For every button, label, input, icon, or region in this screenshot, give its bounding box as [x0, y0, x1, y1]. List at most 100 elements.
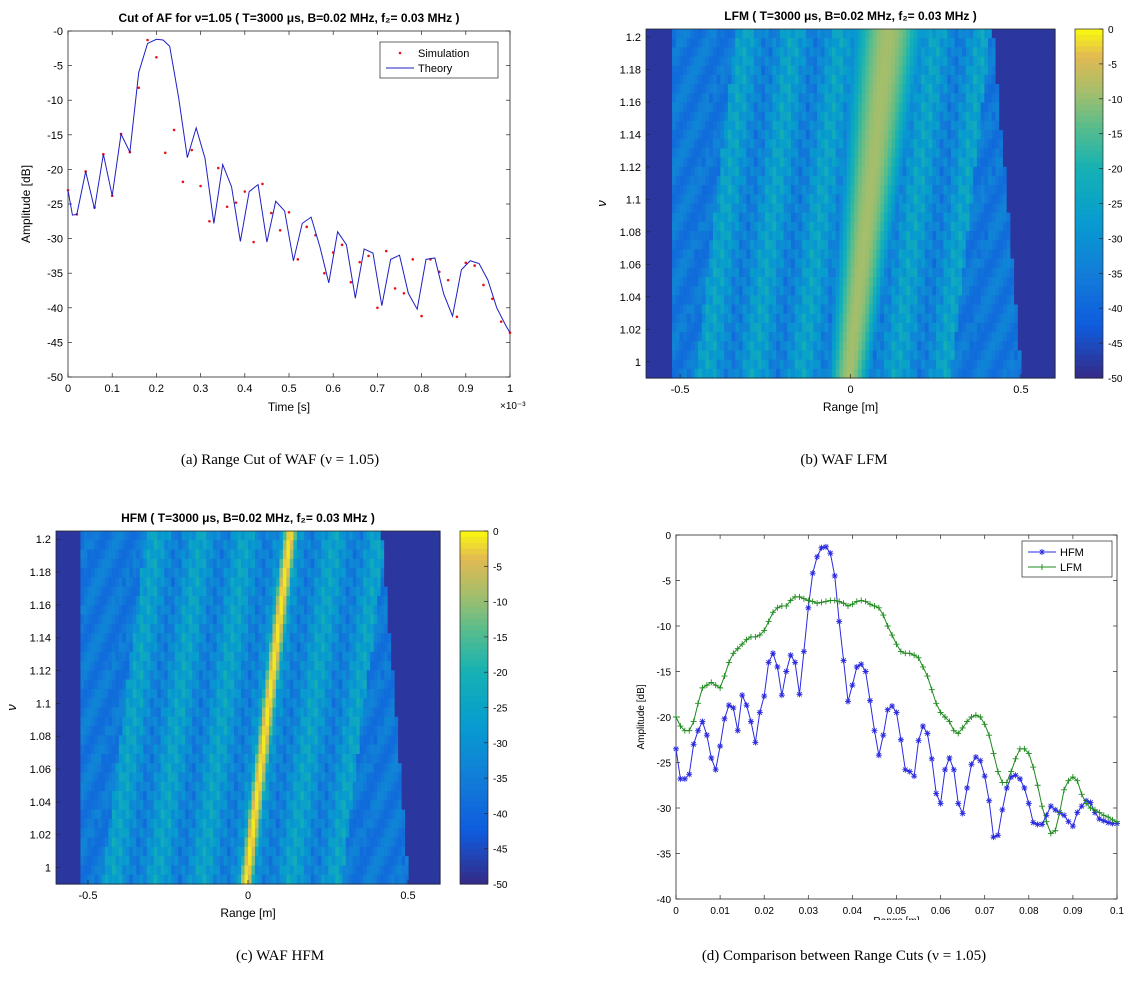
heatmap-cell — [999, 74, 1004, 85]
heatmap-cell — [924, 240, 930, 251]
heatmap-cell — [988, 341, 993, 352]
heatmap-cell — [839, 295, 844, 306]
heatmap-cell — [772, 221, 777, 232]
heatmap-cell — [1043, 313, 1049, 324]
heatmap-cell — [909, 120, 915, 131]
heatmap-cell — [895, 276, 900, 287]
heatmap-cell — [649, 249, 655, 260]
heatmap-cell — [705, 84, 710, 94]
heatmap-cell — [939, 47, 945, 58]
heatmap-cell — [686, 359, 692, 370]
heatmap-cell — [861, 313, 866, 324]
heatmap-cell — [764, 231, 770, 241]
heatmap-cell — [880, 157, 885, 168]
heatmap-cell — [809, 74, 814, 85]
heatmap-cell — [738, 240, 744, 251]
heatmap-cell — [902, 47, 907, 58]
heatmap-cell — [757, 185, 762, 195]
heatmap-cell — [265, 531, 270, 541]
heatmap-cell — [649, 221, 655, 232]
heatmap-cell — [969, 47, 974, 58]
heatmap-cell — [965, 240, 971, 251]
heatmap-cell — [174, 531, 179, 541]
heatmap-cell — [906, 313, 911, 324]
heatmap-cell — [805, 212, 811, 223]
heatmap-cell — [831, 47, 837, 58]
heatmap-cell — [87, 568, 92, 579]
heatmap-cell — [850, 102, 855, 113]
heatmap-cell — [939, 166, 945, 177]
heatmap-cell — [657, 322, 662, 333]
heatmap-cell — [1040, 84, 1045, 94]
heatmap-cell — [125, 549, 130, 560]
heatmap-cell — [709, 249, 714, 260]
heatmap-cell — [1040, 194, 1045, 205]
heatmap-cell — [679, 65, 684, 76]
heatmap-cell — [976, 157, 982, 168]
heatmap-cell — [995, 65, 1000, 76]
heatmap-cell — [839, 304, 844, 315]
heatmap-cell — [820, 175, 826, 186]
heatmap-cell — [876, 203, 881, 214]
heatmap-cell — [988, 249, 993, 260]
heatmap-cell — [976, 258, 982, 269]
heatmap-cell — [999, 38, 1004, 48]
heatmap-cell — [724, 102, 729, 113]
heatmap-cell — [686, 231, 692, 241]
heatmap-cell — [366, 558, 371, 569]
heatmap-cell — [798, 350, 803, 361]
heatmap-cell — [857, 249, 863, 260]
heatmap-cell — [883, 65, 889, 76]
heatmap-cell — [1006, 139, 1011, 149]
heatmap-cell — [1006, 286, 1011, 296]
heatmap-cell — [683, 157, 688, 168]
heatmap-cell — [742, 368, 747, 379]
heatmap-cell — [679, 258, 684, 269]
heatmap-cell — [887, 157, 892, 168]
heatmap-cell — [798, 231, 803, 241]
heatmap-cell — [846, 111, 852, 122]
heatmap-cell — [928, 93, 933, 104]
heatmap-cell — [817, 368, 822, 379]
heatmap-cell — [999, 322, 1004, 333]
heatmap-cell — [969, 267, 974, 278]
heatmap-cell — [988, 295, 993, 306]
heatmap-cell — [657, 231, 662, 241]
heatmap-cell — [962, 194, 967, 205]
heatmap-cell — [720, 38, 725, 48]
heatmap-cell — [947, 203, 952, 214]
heatmap-cell — [817, 295, 822, 306]
heatmap-cell — [921, 276, 926, 287]
heatmap-cell — [668, 120, 673, 131]
heatmap-cell — [820, 212, 826, 223]
heatmap-cell — [724, 332, 729, 342]
heatmap-cell — [850, 231, 855, 241]
heatmap-cell — [973, 185, 978, 195]
heatmap-cell — [902, 332, 907, 342]
heatmap-cell — [1047, 368, 1052, 379]
legend-label: Theory — [418, 63, 453, 75]
heatmap-cell — [779, 130, 785, 140]
heatmap-cell — [869, 295, 874, 306]
heatmap-cell — [798, 359, 803, 370]
heatmap-cell — [286, 540, 291, 551]
heatmap-cell — [768, 166, 774, 177]
heatmap-cell — [690, 350, 695, 361]
heatmap-cell — [999, 175, 1004, 186]
heatmap-cell — [83, 549, 89, 560]
heatmap-cell — [761, 341, 766, 352]
heatmap-cell — [932, 102, 937, 113]
heatmap-cell — [750, 258, 755, 269]
heatmap-cell — [869, 194, 874, 205]
heatmap-cell — [898, 157, 904, 168]
heatmap-cell — [917, 332, 922, 342]
heatmap-cell — [824, 203, 829, 214]
heatmap-cell — [761, 267, 766, 278]
heatmap-cell — [909, 267, 915, 278]
heatmap-cell — [820, 166, 826, 177]
heatmap-cell — [791, 267, 796, 278]
heatmap-cell — [846, 47, 852, 58]
heatmap-cell — [653, 286, 658, 296]
heatmap-cell — [683, 148, 688, 159]
chart-c-svg: HFM ( T=3000 μs, B=0.02 MHz, f₂= 0.03 MH… — [4, 511, 508, 920]
